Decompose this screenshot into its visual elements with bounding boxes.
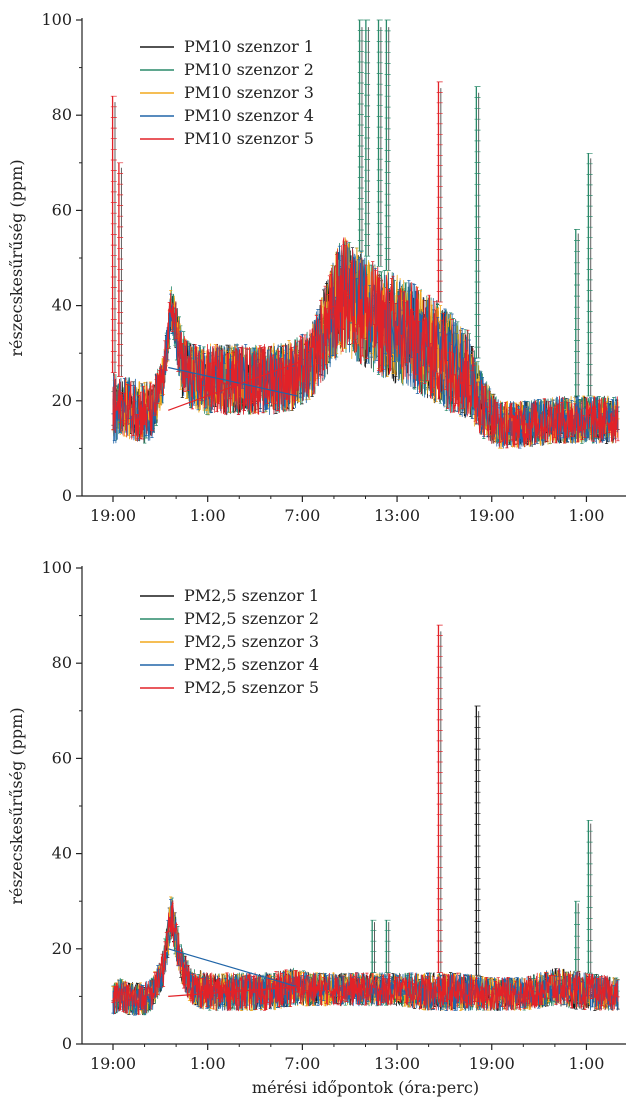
connector-line-1 xyxy=(168,366,298,397)
x-tick-label: 1:00 xyxy=(568,1054,604,1073)
legend-label: PM2,5 szenzor 1 xyxy=(184,586,319,605)
legend-label: PM2,5 szenzor 2 xyxy=(184,609,319,628)
y-tick-label: 100 xyxy=(41,10,72,29)
y-tick-label: 40 xyxy=(52,296,72,315)
y-tick-label: 60 xyxy=(52,748,72,767)
spike-1 xyxy=(370,919,377,973)
spike-6 xyxy=(384,19,391,271)
legend-label: PM2,5 szenzor 5 xyxy=(184,678,319,697)
y-tick-label: 20 xyxy=(52,391,72,410)
x-tick-label: 19:00 xyxy=(90,1054,136,1073)
legend: PM10 szenzor 1 PM10 szenzor 2 PM10 szenzor… xyxy=(140,37,314,148)
x-tick-label: 13:00 xyxy=(374,506,420,525)
spike-3 xyxy=(357,19,364,252)
legend: PM2,5 szenzor 1 PM2,5 szenzor 2 PM2,5 szen… xyxy=(140,586,319,697)
spike-8 xyxy=(474,86,481,359)
x-tick-label: 1:00 xyxy=(568,506,604,525)
legend-label: PM10 szenzor 5 xyxy=(184,129,314,148)
y-tick-label: 0 xyxy=(62,486,72,505)
y-tick-label: 80 xyxy=(52,653,72,672)
legend-label: PM10 szenzor 1 xyxy=(184,37,314,56)
x-tick-label: 1:00 xyxy=(190,1054,226,1073)
axes: 0 20 40 60 80 100 19:00 1:00 7:00 13:00 19:00 1:00 xyxy=(41,10,626,525)
x-tick-label: 19:00 xyxy=(469,506,515,525)
series-line-5 xyxy=(112,900,619,1015)
connector-line-2 xyxy=(168,362,298,411)
series-markers-5 xyxy=(111,924,620,1015)
spike-5 xyxy=(376,19,383,267)
legend-label: PM10 szenzor 2 xyxy=(184,60,314,79)
spike-2 xyxy=(384,919,391,973)
y-axis-title: részecskesűrűség (ppm) xyxy=(7,159,26,356)
spike-4 xyxy=(364,19,371,257)
y-tick-label: 80 xyxy=(52,105,72,124)
spike-10 xyxy=(586,152,593,397)
y-tick-label: 60 xyxy=(52,200,72,219)
legend-label: PM10 szenzor 4 xyxy=(184,106,314,125)
spike-3 xyxy=(436,624,443,973)
y-axis-title: részecskesűrűség (ppm) xyxy=(7,707,26,904)
x-tick-label: 7:00 xyxy=(284,1054,320,1073)
legend-label: PM2,5 szenzor 3 xyxy=(184,632,319,651)
x-tick-label: 13:00 xyxy=(374,1054,420,1073)
x-axis-title: mérési időpontok (óra:perc) xyxy=(252,1078,479,1097)
y-tick-label: 0 xyxy=(62,1034,72,1053)
axes: 0 20 40 60 80 100 19:00 1:00 7:00 13:00 19:00 1:00 xyxy=(41,558,626,1073)
series-markers-5 xyxy=(111,240,620,449)
spike-2 xyxy=(117,162,124,377)
plot-area xyxy=(111,624,620,1016)
spike-9 xyxy=(574,229,580,397)
x-tick-label: 1:00 xyxy=(190,506,226,525)
spike-4 xyxy=(474,705,481,976)
spike-1 xyxy=(110,95,117,374)
legend-label: PM2,5 szenzor 4 xyxy=(184,655,319,674)
spike-7 xyxy=(436,81,443,303)
legend-label: PM10 szenzor 3 xyxy=(184,83,314,102)
connector-line-1 xyxy=(168,948,298,988)
connector-line-2 xyxy=(168,986,298,997)
x-tick-label: 19:00 xyxy=(469,1054,515,1073)
x-tick-label: 7:00 xyxy=(284,506,320,525)
series-line-5 xyxy=(112,237,619,449)
y-tick-label: 40 xyxy=(52,844,72,863)
y-tick-label: 100 xyxy=(41,558,72,577)
spike-5 xyxy=(574,900,580,972)
plot-area xyxy=(110,19,620,449)
x-tick-label: 19:00 xyxy=(90,506,136,525)
y-tick-label: 20 xyxy=(52,939,72,958)
spike-6 xyxy=(586,819,593,974)
